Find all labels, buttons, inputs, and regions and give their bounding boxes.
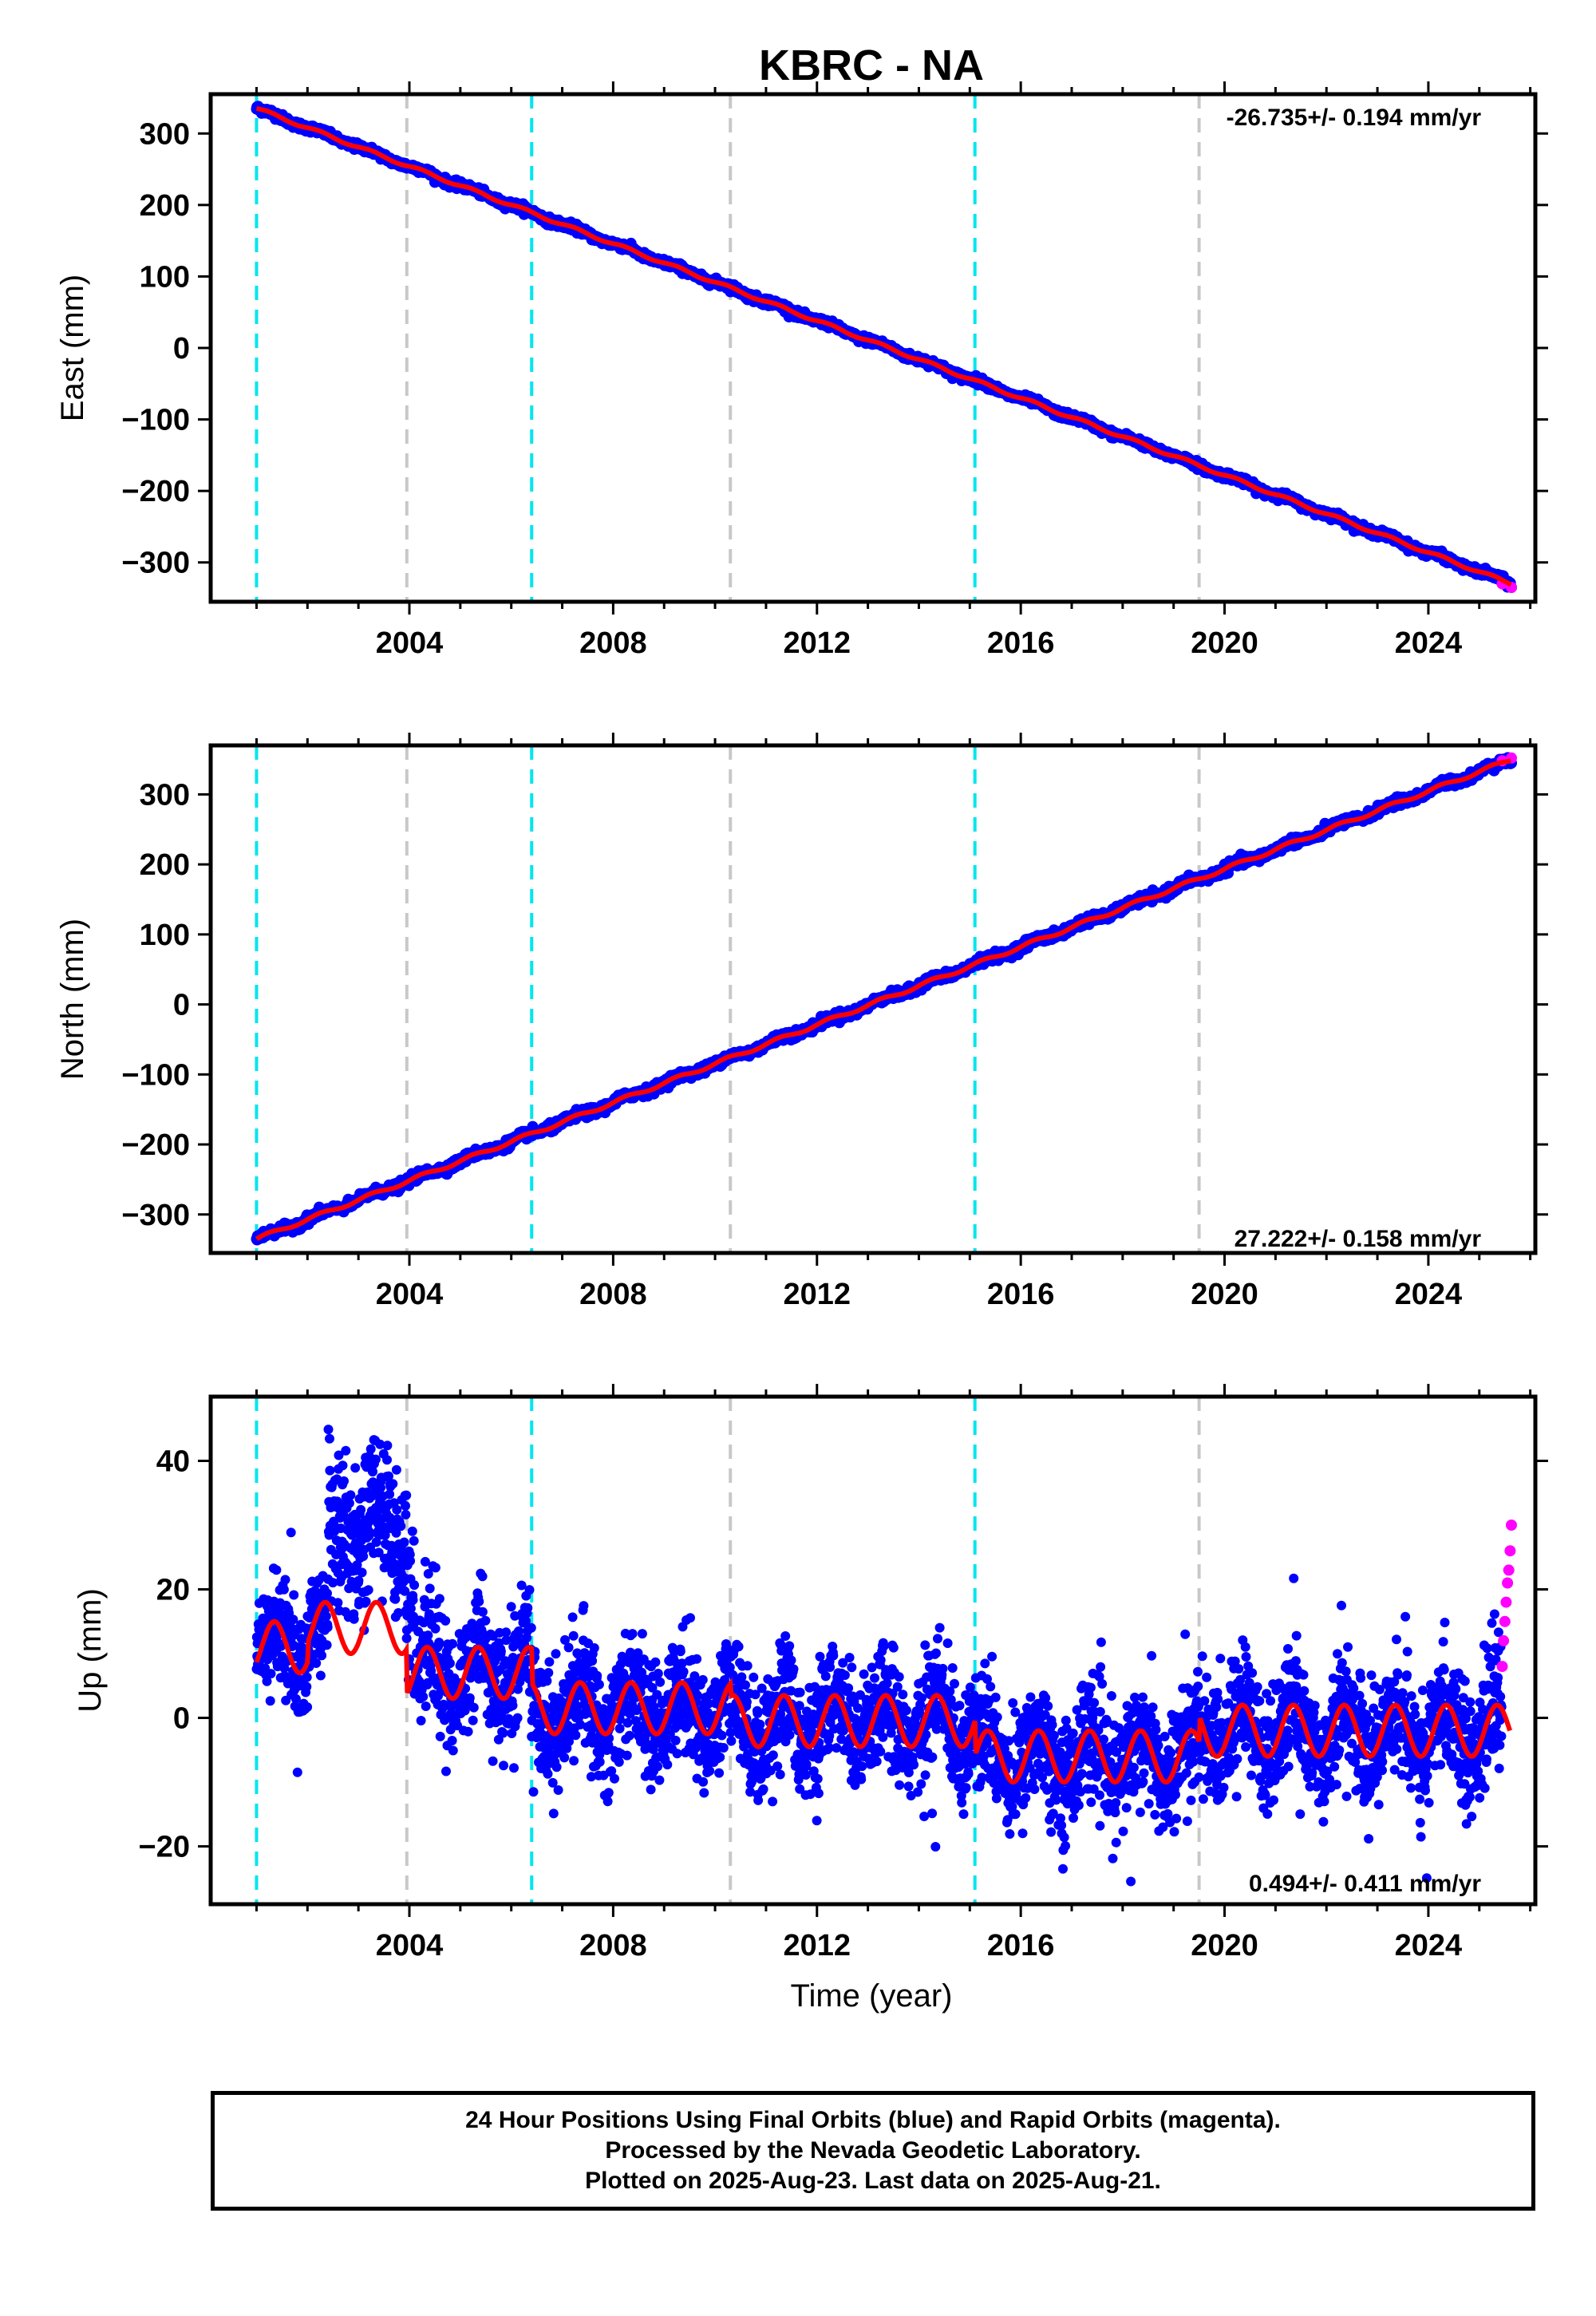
x-axis-ticks: 2004 2008 2012 2016 2020 2024 [255,81,1532,660]
x-tick-label: 2024 [1395,626,1463,660]
y-tick-label: 300 [140,117,190,151]
panel-east: 2004 2008 2012 2016 2020 2024 −300 −200 −100 0 100… [55,81,1548,660]
y-axis-label: East (mm) [55,275,90,421]
model-fit-line [255,105,1512,587]
x-tick-label: 2004 [376,626,444,660]
event-lines [255,94,1201,602]
x-tick-label: 2012 [783,626,851,660]
x-tick-label: 2016 [987,626,1055,660]
y-tick-label: 200 [140,189,190,223]
y-tick-label: −100 [121,404,190,437]
figure-title: KBRC - NA [759,41,984,89]
y-tick-label: −200 [121,475,190,508]
panel-north: 2004 2008 2012 2016 2020 2024−300−200−1000100… [55,733,1548,1311]
x-tick-label: 2008 [579,626,647,660]
x-tick-label: 2020 [1191,626,1258,660]
y-tick-label: −300 [121,547,190,580]
y-tick-label: 100 [140,260,190,294]
rate-annotation: -26.735+/- 0.194 mm/yr [1227,105,1482,131]
y-tick-label: 0 [173,332,190,366]
